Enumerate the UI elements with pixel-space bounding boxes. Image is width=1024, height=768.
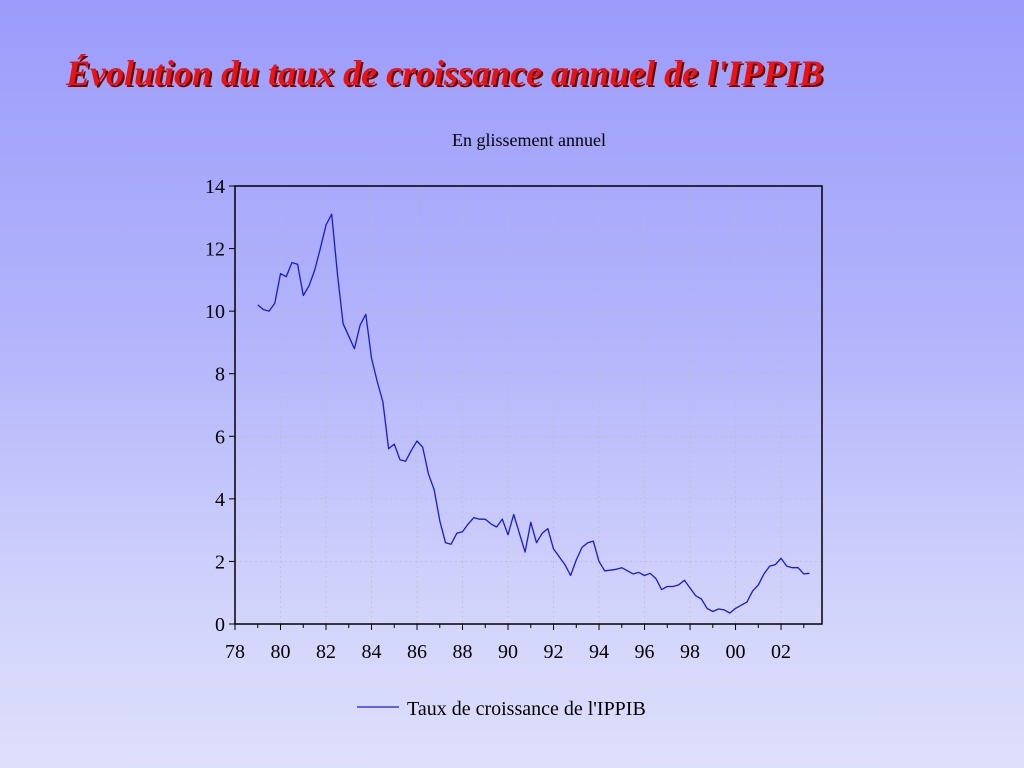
- x-tick-label: 94: [589, 641, 609, 663]
- y-tick-label: 4: [215, 489, 225, 511]
- y-tick-label: 2: [215, 551, 225, 573]
- y-tick-label: 12: [205, 239, 225, 261]
- x-tick-label: 78: [225, 641, 245, 663]
- x-tick-label: 86: [407, 641, 427, 663]
- x-tick-label: 88: [453, 641, 473, 663]
- chart-subtitle: En glissement annuel: [452, 130, 606, 150]
- y-tick-label: 14: [205, 176, 225, 198]
- y-tick-label: 0: [215, 614, 225, 636]
- y-tick-label: 8: [215, 364, 225, 386]
- x-tick-label: 80: [271, 641, 291, 663]
- y-tick-label: 10: [205, 301, 225, 323]
- plot-frame: [234, 185, 823, 625]
- x-tick-label: 02: [771, 641, 791, 663]
- x-tick-label: 96: [635, 641, 655, 663]
- y-axis: 0 2 4 6 8 10 12 14: [205, 176, 235, 636]
- x-tick-label: 98: [680, 641, 700, 663]
- legend-label: Taux de croissance de l'IPPIB: [407, 698, 646, 720]
- x-tick-label: 90: [498, 641, 518, 663]
- y-tick-label: 6: [215, 426, 225, 448]
- series-layer: [257, 213, 810, 614]
- series-line: [257, 213, 810, 614]
- x-tick-label: 84: [362, 641, 382, 663]
- x-tick-label: 82: [316, 641, 336, 663]
- x-axis: 78 80 82 84 86 88 90 92 94 96 98 00 02: [225, 624, 805, 663]
- legend: Taux de croissance de l'IPPIB: [357, 698, 646, 720]
- x-tick-label: 92: [544, 641, 564, 663]
- gridlines: [235, 186, 822, 624]
- x-tick-label: 00: [726, 641, 746, 663]
- slide-title: Évolution du taux de croissance annuel d…: [66, 53, 824, 93]
